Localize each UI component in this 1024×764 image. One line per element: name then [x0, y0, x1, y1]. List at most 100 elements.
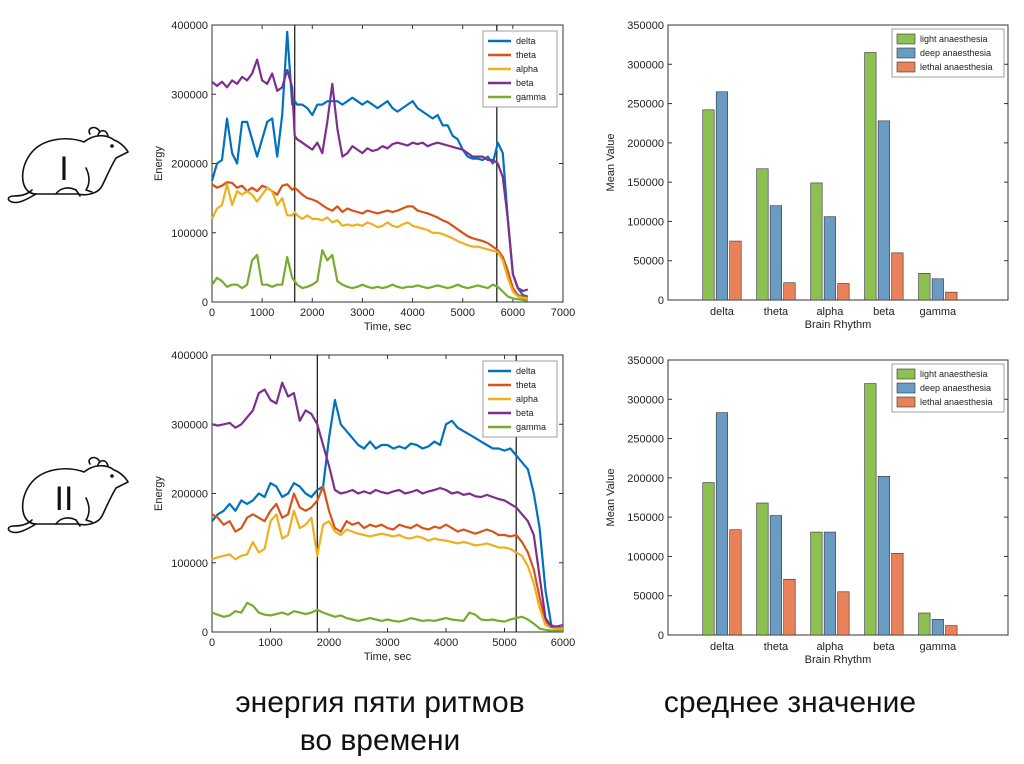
legend-label-gamma: gamma	[516, 422, 546, 432]
x-tick-label: 6000	[501, 307, 525, 319]
top-line-chart: 0 1000 2000 3000 4000 5000 6000 7000 0 100000 2000…	[153, 20, 575, 333]
y-tick-label: 200000	[171, 159, 208, 171]
legend-swatch	[896, 61, 916, 73]
y-axis-label: Mean Value	[605, 469, 617, 527]
bar-delta-0	[702, 109, 715, 301]
caption-left-line1: энергия пяти ритмов	[235, 686, 525, 719]
mouse-eye	[110, 474, 114, 478]
series-line-delta	[210, 30, 529, 298]
x-tick-label: 2000	[300, 307, 324, 319]
bar-alpha-1	[823, 531, 836, 636]
legend-label: deep anaesthesia	[920, 383, 991, 393]
x-tick-label: 0	[209, 637, 215, 649]
series-line-theta	[211, 485, 564, 630]
y-tick-label: 50000	[633, 591, 664, 603]
y-tick-label: 0	[658, 630, 664, 642]
x-tick-label: delta	[710, 641, 735, 653]
x-tick-label: theta	[764, 641, 789, 653]
y-tick-label: 300000	[171, 89, 208, 101]
bar-gamma-0	[918, 612, 931, 636]
legend-label-beta: beta	[516, 78, 534, 88]
mouse-ear	[88, 456, 101, 465]
mouse-ear-2	[97, 129, 109, 137]
bar-alpha-1	[823, 216, 836, 301]
x-tick-label: 1000	[258, 637, 282, 649]
legend-label-delta: delta	[516, 366, 536, 376]
mouse-icon-1: I	[7, 126, 129, 204]
mouse-ear	[88, 126, 101, 135]
legend-label-theta: theta	[516, 50, 536, 60]
legend-label: deep anaesthesia	[920, 48, 991, 58]
bar-gamma-1	[931, 618, 944, 636]
bar-alpha-2	[837, 591, 850, 636]
legend-label: light anaesthesia	[920, 34, 988, 44]
bar-beta-2	[891, 252, 904, 301]
x-tick-label: 0	[209, 307, 215, 319]
mouse-tail	[7, 519, 37, 534]
y-tick-label: 400000	[171, 20, 208, 32]
x-tick-label: 2000	[317, 637, 341, 649]
y-tick-label: 100000	[627, 551, 664, 563]
mouse-hind-leg	[55, 187, 81, 197]
mouse-label: I	[59, 150, 68, 188]
bar-beta-0	[864, 52, 877, 301]
x-tick-label: 4000	[434, 637, 458, 649]
x-axis-label: Time, sec	[364, 651, 412, 663]
x-tick-label: theta	[764, 306, 789, 318]
x-tick-label: delta	[710, 306, 735, 318]
series-line-beta	[211, 58, 529, 292]
y-tick-label: 350000	[627, 20, 664, 32]
y-tick-label: 200000	[627, 473, 664, 485]
caption-right: среднее значение	[663, 686, 917, 719]
mouse-front-leg	[85, 167, 93, 193]
legend-swatch	[896, 47, 916, 59]
bottom-bar-chart: 0 50000 100000 150000 200000 250000 300000 3500…	[605, 355, 1009, 666]
y-tick-label: 300000	[627, 59, 664, 71]
legend-label-delta: delta	[516, 36, 536, 46]
bar-alpha-0	[810, 182, 823, 301]
legend-label-gamma: gamma	[516, 92, 546, 102]
mouse-eye	[110, 144, 114, 148]
y-tick-label: 200000	[627, 138, 664, 150]
bottom-line-chart: 0 1000 2000 3000 4000 5000 6000 0 100000 200000 30…	[153, 350, 575, 663]
bar-theta-1	[769, 205, 782, 301]
bar-delta-2	[729, 529, 742, 636]
x-tick-label: beta	[873, 641, 895, 653]
legend-swatch	[896, 396, 916, 408]
bar-beta-1	[877, 120, 890, 301]
bar-beta-1	[877, 475, 890, 636]
bar-delta-2	[729, 240, 742, 301]
y-axis-label: Mean Value	[605, 134, 617, 192]
y-tick-label: 0	[202, 297, 208, 309]
x-tick-label: 7000	[551, 307, 575, 319]
series-line-gamma	[211, 249, 529, 302]
bar-delta-1	[715, 412, 729, 636]
bar-theta-0	[756, 168, 769, 301]
x-tick-label: alpha	[816, 306, 844, 318]
mouse-body-outline	[21, 134, 129, 196]
bar-alpha-2	[837, 283, 850, 301]
legend-swatch	[896, 368, 916, 380]
y-tick-label: 100000	[171, 228, 208, 240]
series-line-delta	[211, 398, 564, 630]
legend-label: lethal anaesthesia	[920, 62, 993, 72]
y-axis-label: Energy	[153, 476, 165, 511]
mouse-label: II	[55, 480, 74, 518]
mouse-body-outline	[21, 464, 129, 526]
series-line-beta	[211, 381, 564, 628]
y-tick-label: 350000	[627, 355, 664, 367]
y-tick-label: 100000	[627, 216, 664, 228]
series-line-alpha	[211, 183, 529, 300]
mouse-ear-2	[97, 459, 109, 467]
x-tick-label: gamma	[919, 306, 957, 318]
mouse-tail	[7, 189, 37, 204]
bar-gamma-1	[931, 278, 944, 301]
mouse-front-leg	[85, 497, 93, 523]
legend-swatch	[896, 33, 916, 45]
y-tick-label: 300000	[627, 394, 664, 406]
bar-beta-2	[891, 552, 904, 636]
x-axis-label: Brain Rhythm	[805, 654, 872, 666]
y-tick-label: 400000	[171, 350, 208, 362]
x-tick-label: gamma	[919, 641, 957, 653]
x-tick-label: beta	[873, 306, 895, 318]
